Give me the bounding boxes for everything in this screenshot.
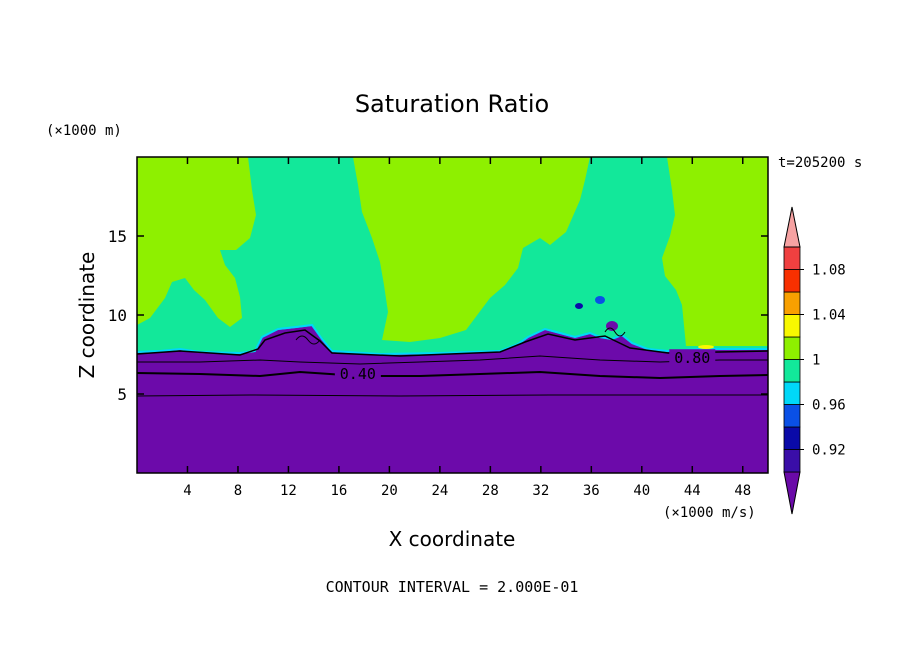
cell-purple: [606, 321, 618, 331]
x-tick-label: 40: [633, 483, 650, 499]
x-tick-label: 44: [684, 483, 701, 499]
contour-wiggle-right: [604, 327, 626, 337]
contour-label-bg: [334, 365, 381, 382]
colorbar-lower-arrow: [783, 471, 801, 515]
contour-lines: [137, 327, 768, 397]
cell-yellow: [698, 345, 714, 349]
x-tick-label: 36: [583, 483, 600, 499]
colorbar-band: [783, 246, 801, 270]
contour-label: 0.80: [674, 349, 710, 367]
cell-blue: [595, 296, 605, 304]
time-label: t=205200 s: [778, 155, 862, 171]
colorbar-band: [783, 381, 801, 405]
contour-interval-footer: CONTOUR INTERVAL = 2.000E-01: [326, 578, 579, 596]
colorbar-label: 1.04: [812, 308, 846, 324]
colorbar-band: [783, 426, 801, 450]
dry-layer: [137, 326, 768, 473]
colorbar-label: 0.96: [812, 398, 846, 414]
contour-label: 0.40: [340, 365, 376, 383]
contour-wiggle-left: [295, 335, 321, 345]
lime-region-center: [353, 157, 590, 342]
colorbar: 0.92 0.96 1 1.04 1.08: [783, 206, 846, 515]
x-tick-label: 24: [431, 483, 448, 499]
cell-navy: [575, 303, 583, 309]
x-tick-label: 20: [381, 483, 398, 499]
colorbar-label: 0.92: [812, 443, 846, 459]
lime-region-upperleft: [137, 157, 256, 327]
x-tick-label: 48: [734, 483, 751, 499]
contour-line-0.40: [137, 370, 768, 380]
x-tick-label: 12: [280, 483, 297, 499]
x-tick-label: 28: [482, 483, 499, 499]
colorbar-band: [783, 359, 801, 383]
colorbar-band: [783, 314, 801, 338]
contour-line-0.20: [137, 394, 768, 397]
colorbar-band: [783, 291, 801, 315]
x-unit-label: (×1000 m/s): [663, 505, 756, 521]
x-tick-label: 32: [532, 483, 549, 499]
colorbar-label: 1.08: [812, 263, 846, 279]
y-tick-label: 15: [108, 227, 127, 246]
x-tick-label: 4: [183, 483, 191, 499]
colorbar-band: [783, 449, 801, 473]
colorbar-upper-arrow: [783, 206, 801, 248]
y-unit-label: (×1000 m): [46, 123, 122, 139]
colorbar-band: [783, 404, 801, 428]
colorbar-band: [783, 269, 801, 293]
contour-label-bg: [669, 349, 716, 366]
chart-title: Saturation Ratio: [355, 90, 549, 118]
y-axis-label: Z coordinate: [75, 252, 99, 379]
contour-line-upper: [137, 329, 768, 357]
colorbar-band: [783, 336, 801, 360]
x-tick-label: 8: [234, 483, 242, 499]
saturation-field: 0.40 0.80: [137, 157, 768, 473]
x-axis-label: X coordinate: [389, 527, 516, 551]
y-tick-label: 10: [108, 306, 127, 325]
y-tick-label: 5: [117, 385, 127, 404]
x-tick-label: 16: [330, 483, 347, 499]
colorbar-label: 1: [812, 353, 820, 369]
lime-region-right: [662, 157, 768, 346]
